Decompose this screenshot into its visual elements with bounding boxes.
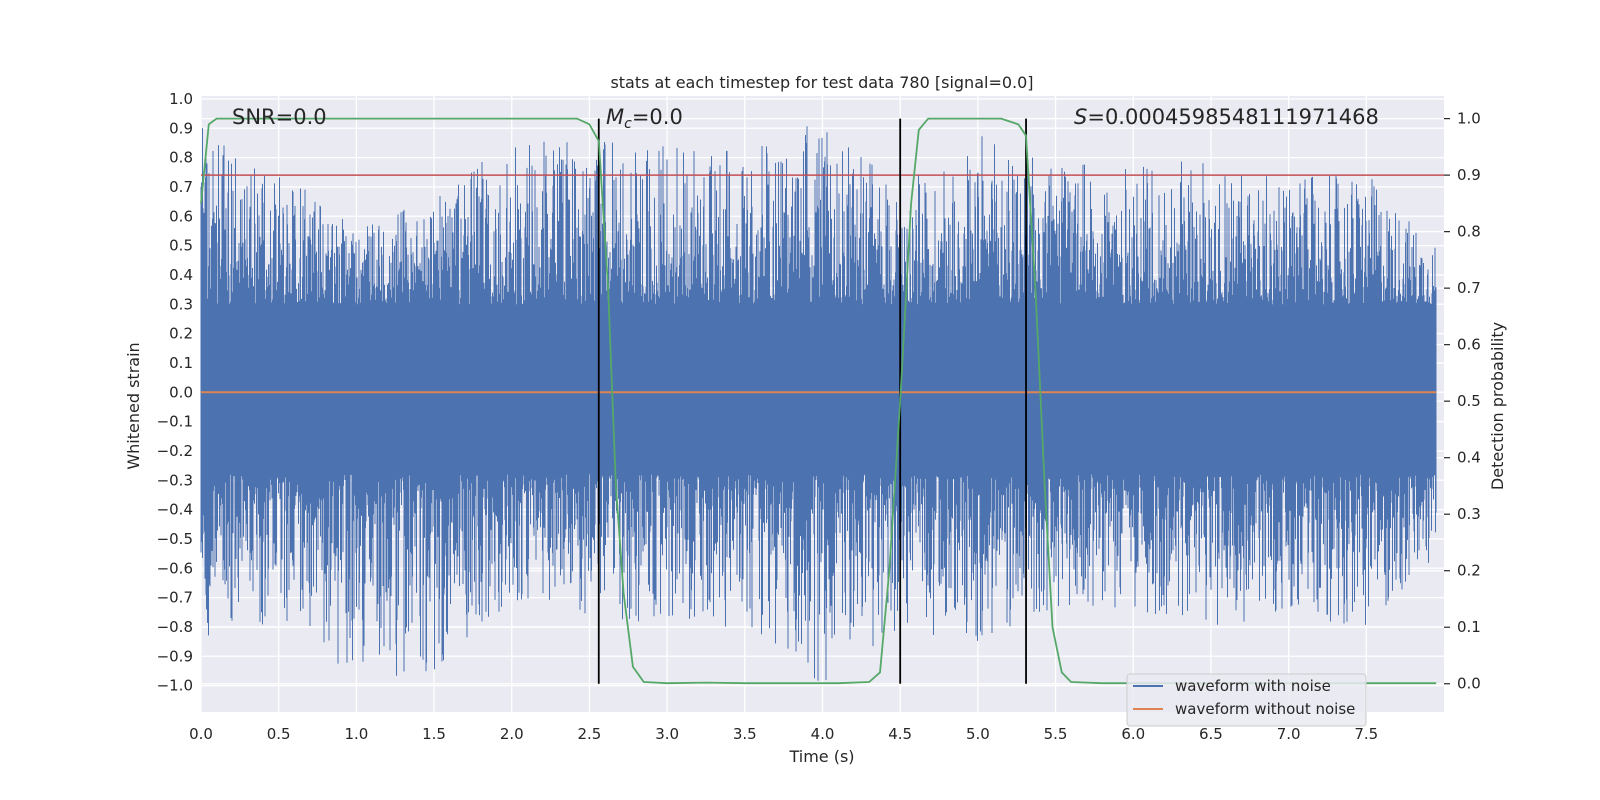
right-y-axis: 1.0 0.9 0.8 0.7 0.6 0.5 0.4 0.3 0.2 0.1 0.0: [1444, 110, 1481, 693]
x-tick-label: 4.5: [888, 725, 912, 743]
noise-series: [200, 126, 1437, 681]
right-y-axis-label: Detection probability: [1488, 322, 1507, 490]
x-tick-label: 0.5: [267, 725, 291, 743]
right-y-tick-label: 0.8: [1457, 223, 1481, 241]
legend-box: [1126, 673, 1367, 727]
legend-label-noise: waveform with noise: [1175, 677, 1331, 695]
right-y-tick-label: 1.0: [1457, 110, 1481, 128]
x-tick-label: 3.5: [733, 725, 757, 743]
legend: waveform with noise waveform without noi…: [1126, 673, 1367, 727]
left-y-tick-label: −0.5: [157, 530, 193, 548]
x-tick-label: 1.5: [422, 725, 446, 743]
snr-annotation: SNR=0.0: [232, 105, 327, 129]
x-tick-label: 7.5: [1354, 725, 1378, 743]
left-y-axis-label: Whitened strain: [124, 342, 143, 469]
right-y-tick-label: 0.1: [1457, 618, 1481, 636]
x-tick-label: 2.0: [500, 725, 524, 743]
x-tick-label: 6.0: [1121, 725, 1145, 743]
left-y-tick-label: 1.0: [169, 90, 193, 108]
chirp-mass-symbol: M: [606, 105, 624, 129]
right-y-tick-label: 0.6: [1457, 336, 1481, 354]
x-tick-label: 3.0: [655, 725, 679, 743]
x-axis: 0.0 0.5 1.0 1.5 2.0 2.5 3.0 3.5 4.0 4.5 5.0 5.5 6.0 6…: [189, 725, 1378, 743]
left-y-tick-label: 0.4: [169, 266, 193, 284]
right-y-tick-label: 0.3: [1457, 505, 1481, 523]
x-tick-label: 4.0: [811, 725, 835, 743]
right-y-tick-label: 0.7: [1457, 279, 1481, 297]
left-y-tick-label: 0.3: [169, 295, 193, 313]
left-y-tick-label: −0.8: [157, 618, 193, 636]
left-y-tick-label: 0.2: [169, 325, 193, 343]
right-y-tick-label: 0.9: [1457, 166, 1481, 184]
left-y-tick-label: 0.5: [169, 237, 193, 255]
x-tick-label: 5.5: [1044, 725, 1068, 743]
left-y-tick-label: −0.6: [157, 559, 193, 577]
right-y-tick-label: 0.4: [1457, 449, 1481, 467]
left-y-axis: 1.0 0.9 0.8 0.7 0.6 0.5 0.4 0.3 0.2 0.1 0.0 −0.1 −0.…: [157, 90, 193, 695]
legend-label-clean: waveform without noise: [1175, 700, 1355, 718]
score-annotation: S=0.0004598548111971468: [1074, 105, 1379, 129]
x-tick-label: 1.0: [344, 725, 368, 743]
x-tick-label: 5.0: [966, 725, 990, 743]
left-y-tick-label: 0.1: [169, 354, 193, 372]
left-y-tick-label: 0.8: [169, 149, 193, 167]
left-y-tick-label: −0.2: [157, 442, 193, 460]
left-y-tick-label: −0.4: [157, 501, 193, 519]
right-y-tick-label: 0.5: [1457, 392, 1481, 410]
left-y-tick-label: 0.9: [169, 119, 193, 137]
x-axis-label: Time (s): [788, 747, 854, 766]
chirp-mass-subscript: c: [624, 116, 632, 132]
chirp-mass-annotation: Mc=0.0: [606, 105, 683, 132]
left-y-tick-label: −1.0: [157, 677, 193, 695]
x-tick-label: 7.0: [1277, 725, 1301, 743]
left-y-tick-label: 0.6: [169, 207, 193, 225]
x-tick-label: 0.0: [189, 725, 213, 743]
x-tick-label: 2.5: [578, 725, 602, 743]
left-y-tick-label: 0.0: [169, 383, 193, 401]
x-tick-label: 6.5: [1199, 725, 1223, 743]
chirp-mass-value: =0.0: [632, 105, 683, 129]
left-y-tick-label: −0.1: [157, 413, 193, 431]
left-y-tick-label: −0.7: [157, 589, 193, 607]
score-symbol: S: [1074, 105, 1087, 129]
noise-waveform-path: [200, 126, 1437, 681]
left-y-tick-label: −0.3: [157, 471, 193, 489]
right-y-tick-label: 0.2: [1457, 562, 1481, 580]
right-y-tick-label: 0.0: [1457, 675, 1481, 693]
chart-title: stats at each timestep for test data 780…: [610, 73, 1033, 92]
detection-probability-line: [200, 117, 1437, 685]
left-y-tick-label: −0.9: [157, 647, 193, 665]
score-value: =0.0004598548111971468: [1087, 105, 1379, 129]
left-y-tick-label: 0.7: [169, 178, 193, 196]
